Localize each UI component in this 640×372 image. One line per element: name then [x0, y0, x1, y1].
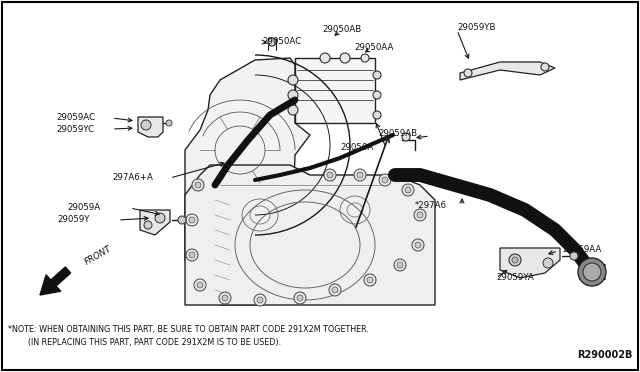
- Circle shape: [340, 53, 350, 63]
- Circle shape: [222, 295, 228, 301]
- Circle shape: [166, 120, 172, 126]
- Circle shape: [155, 213, 165, 223]
- Circle shape: [144, 221, 152, 229]
- Circle shape: [288, 105, 298, 115]
- Polygon shape: [460, 62, 555, 80]
- Circle shape: [186, 214, 198, 226]
- Bar: [295, 58, 375, 123]
- Circle shape: [373, 91, 381, 99]
- Circle shape: [354, 169, 366, 181]
- Circle shape: [141, 120, 151, 130]
- Circle shape: [294, 292, 306, 304]
- Text: 29050AA: 29050AA: [354, 42, 394, 51]
- Polygon shape: [500, 248, 560, 278]
- Circle shape: [194, 279, 206, 291]
- Circle shape: [394, 259, 406, 271]
- Circle shape: [268, 38, 276, 46]
- Circle shape: [329, 284, 341, 296]
- Circle shape: [197, 282, 203, 288]
- Circle shape: [297, 295, 303, 301]
- Circle shape: [195, 182, 201, 188]
- Circle shape: [583, 263, 601, 281]
- Polygon shape: [185, 58, 310, 305]
- Text: *297A6: *297A6: [415, 201, 447, 209]
- Text: 29059Y: 29059Y: [57, 215, 90, 224]
- Text: 29050A: 29050A: [340, 142, 373, 151]
- Circle shape: [414, 209, 426, 221]
- Circle shape: [373, 111, 381, 119]
- Circle shape: [379, 174, 391, 186]
- Polygon shape: [140, 210, 170, 235]
- Circle shape: [541, 63, 549, 71]
- Circle shape: [189, 252, 195, 258]
- Circle shape: [288, 75, 298, 85]
- Text: 29059AB: 29059AB: [378, 129, 417, 138]
- Circle shape: [332, 287, 338, 293]
- Circle shape: [397, 262, 403, 268]
- Circle shape: [543, 258, 553, 268]
- Circle shape: [464, 69, 472, 77]
- Text: 29050AB: 29050AB: [322, 26, 361, 35]
- Circle shape: [417, 212, 423, 218]
- Text: R290002B: R290002B: [577, 350, 632, 360]
- Text: 297A6+A: 297A6+A: [112, 173, 153, 182]
- Circle shape: [186, 249, 198, 261]
- Circle shape: [382, 177, 388, 183]
- Text: 29059AC: 29059AC: [56, 113, 95, 122]
- Text: 29059AA: 29059AA: [562, 246, 601, 254]
- Circle shape: [412, 239, 424, 251]
- Text: 29059YA: 29059YA: [496, 273, 534, 282]
- FancyArrow shape: [40, 267, 70, 295]
- Text: (IN REPLACING THIS PART, PART CODE 291X2M IS TO BE USED).: (IN REPLACING THIS PART, PART CODE 291X2…: [28, 338, 281, 347]
- Text: *NOTE: WHEN OBTAINING THIS PART, BE SURE TO OBTAIN PART CODE 291X2M TOGETHER.: *NOTE: WHEN OBTAINING THIS PART, BE SURE…: [8, 325, 369, 334]
- Circle shape: [405, 187, 411, 193]
- Circle shape: [364, 274, 376, 286]
- Circle shape: [189, 217, 195, 223]
- Circle shape: [357, 172, 363, 178]
- Text: FRONT: FRONT: [83, 244, 113, 266]
- Circle shape: [512, 257, 518, 263]
- Circle shape: [402, 133, 410, 141]
- Circle shape: [402, 184, 414, 196]
- Circle shape: [254, 294, 266, 306]
- Circle shape: [373, 71, 381, 79]
- Text: 29059YC: 29059YC: [56, 125, 94, 134]
- Circle shape: [192, 179, 204, 191]
- Circle shape: [509, 254, 521, 266]
- Circle shape: [219, 292, 231, 304]
- Circle shape: [324, 169, 336, 181]
- Circle shape: [570, 252, 578, 260]
- Circle shape: [327, 172, 333, 178]
- Circle shape: [320, 53, 330, 63]
- Polygon shape: [185, 165, 435, 305]
- Circle shape: [288, 90, 298, 100]
- Circle shape: [415, 242, 421, 248]
- Text: 29059YB: 29059YB: [457, 22, 495, 32]
- Polygon shape: [138, 117, 163, 137]
- Circle shape: [178, 216, 186, 224]
- Circle shape: [578, 258, 606, 286]
- Text: 29059A: 29059A: [67, 203, 100, 212]
- Circle shape: [361, 54, 369, 62]
- Circle shape: [367, 277, 373, 283]
- Circle shape: [257, 297, 263, 303]
- Text: 29050AC: 29050AC: [262, 38, 301, 46]
